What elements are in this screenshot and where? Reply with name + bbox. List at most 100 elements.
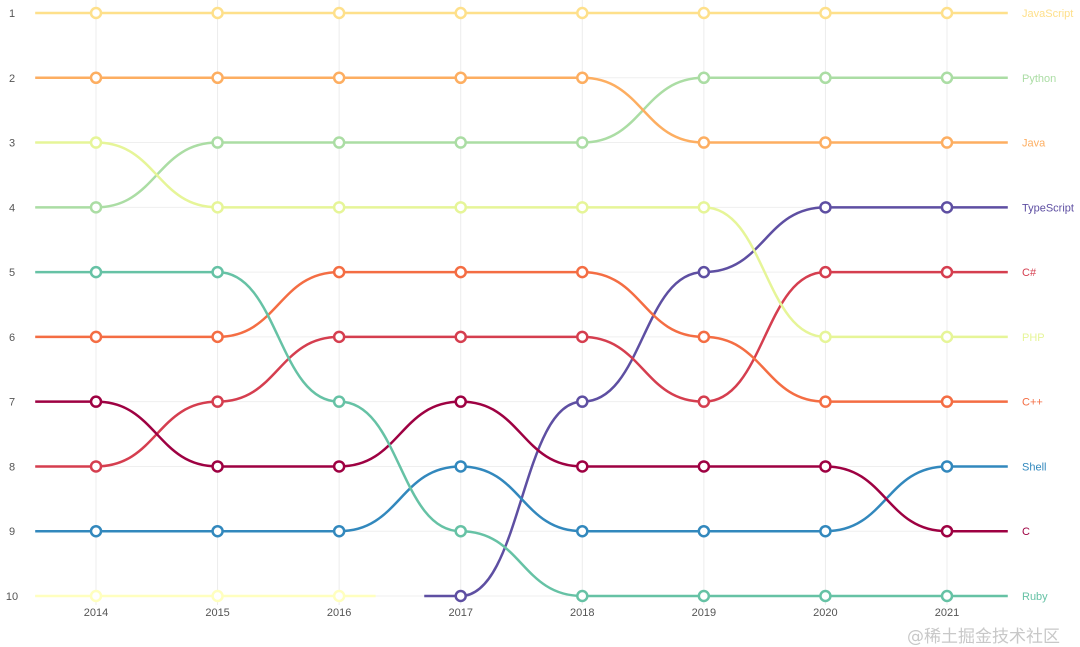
data-point xyxy=(211,330,224,344)
series-line-Java xyxy=(35,76,1008,144)
watermark: @稀土掘金技术社区 xyxy=(907,627,1060,647)
data-point xyxy=(697,460,711,473)
data-point xyxy=(211,524,224,538)
data-point xyxy=(332,71,346,85)
series-label: Shell xyxy=(1022,461,1046,473)
data-point xyxy=(940,201,954,214)
data-point xyxy=(576,265,589,279)
data-point xyxy=(454,201,467,214)
data-point xyxy=(940,524,954,538)
data-point xyxy=(89,524,103,538)
data-point xyxy=(332,589,346,603)
data-point xyxy=(332,524,346,538)
data-point xyxy=(332,460,346,473)
data-point xyxy=(89,330,103,344)
data-point xyxy=(819,395,832,408)
data-point xyxy=(576,201,589,214)
data-point xyxy=(89,395,103,408)
data-point xyxy=(211,201,224,214)
series-label: PHP xyxy=(1022,332,1045,344)
x-tick-label: 2016 xyxy=(327,607,351,619)
data-point xyxy=(332,201,346,214)
data-point xyxy=(211,71,224,85)
x-tick-label: 2017 xyxy=(448,607,472,619)
y-tick-label: 3 xyxy=(9,138,15,150)
y-tick-label: 2 xyxy=(9,73,15,85)
data-point xyxy=(697,330,711,344)
data-point xyxy=(211,395,224,408)
series-line-TypeScript xyxy=(424,206,1008,598)
series-label: C xyxy=(1022,526,1030,538)
data-point xyxy=(89,201,103,214)
data-point xyxy=(454,460,467,473)
data-point xyxy=(454,330,467,344)
y-tick-label: 10 xyxy=(6,591,18,603)
series-line-C++ xyxy=(35,270,1008,403)
data-point xyxy=(697,524,711,538)
y-tick-label: 1 xyxy=(9,8,15,20)
data-point xyxy=(940,330,954,344)
data-point xyxy=(940,395,954,408)
data-point xyxy=(332,330,346,344)
data-point xyxy=(211,6,224,20)
x-tick-label: 2018 xyxy=(570,607,594,619)
data-point xyxy=(89,265,103,279)
data-point xyxy=(940,136,954,149)
data-point xyxy=(332,136,346,149)
series-label: Java xyxy=(1022,138,1046,150)
series-label: Ruby xyxy=(1022,591,1048,603)
series-line-C# xyxy=(35,270,1008,468)
data-point xyxy=(819,201,832,214)
y-tick-label: 9 xyxy=(9,526,15,538)
data-point xyxy=(89,460,103,473)
data-point xyxy=(211,265,224,279)
data-point xyxy=(697,265,711,279)
y-tick-label: 5 xyxy=(9,267,15,279)
data-point xyxy=(332,6,346,20)
y-tick-label: 8 xyxy=(9,461,15,473)
data-point xyxy=(819,71,832,85)
x-tick-label: 2014 xyxy=(84,607,108,619)
data-point xyxy=(697,6,711,20)
data-point xyxy=(819,6,832,20)
data-point xyxy=(211,460,224,473)
y-tick-label: 6 xyxy=(9,332,15,344)
y-tick-label: 7 xyxy=(9,397,15,409)
data-point xyxy=(819,136,832,149)
data-point xyxy=(211,589,224,603)
data-point xyxy=(576,136,589,149)
data-point xyxy=(940,71,954,85)
data-point xyxy=(819,330,832,344)
data-point xyxy=(819,524,832,538)
data-point xyxy=(940,589,954,603)
data-point xyxy=(454,524,467,538)
data-point xyxy=(454,71,467,85)
data-point xyxy=(89,71,103,85)
data-point xyxy=(576,395,589,408)
series-label: JavaScript xyxy=(1022,8,1073,20)
series-line-PHP xyxy=(35,141,1008,339)
data-point xyxy=(697,136,711,149)
data-point xyxy=(211,136,224,149)
series-label: Python xyxy=(1022,73,1056,85)
x-tick-label: 2019 xyxy=(692,607,716,619)
x-tick-label: 2015 xyxy=(205,607,229,619)
data-point xyxy=(697,201,711,214)
x-tick-label: 2020 xyxy=(813,607,837,619)
x-tick-label: 2021 xyxy=(935,607,959,619)
data-point xyxy=(454,265,467,279)
data-point xyxy=(576,330,589,344)
data-point xyxy=(454,136,467,149)
data-point xyxy=(576,460,589,473)
data-point xyxy=(332,395,346,408)
data-point xyxy=(576,6,589,20)
data-point xyxy=(940,6,954,20)
y-tick-label: 4 xyxy=(9,202,15,214)
data-point xyxy=(89,136,103,149)
data-point xyxy=(576,524,589,538)
data-point xyxy=(454,6,467,20)
data-point xyxy=(89,6,103,20)
series-label: C++ xyxy=(1022,397,1043,409)
data-point xyxy=(454,589,467,603)
